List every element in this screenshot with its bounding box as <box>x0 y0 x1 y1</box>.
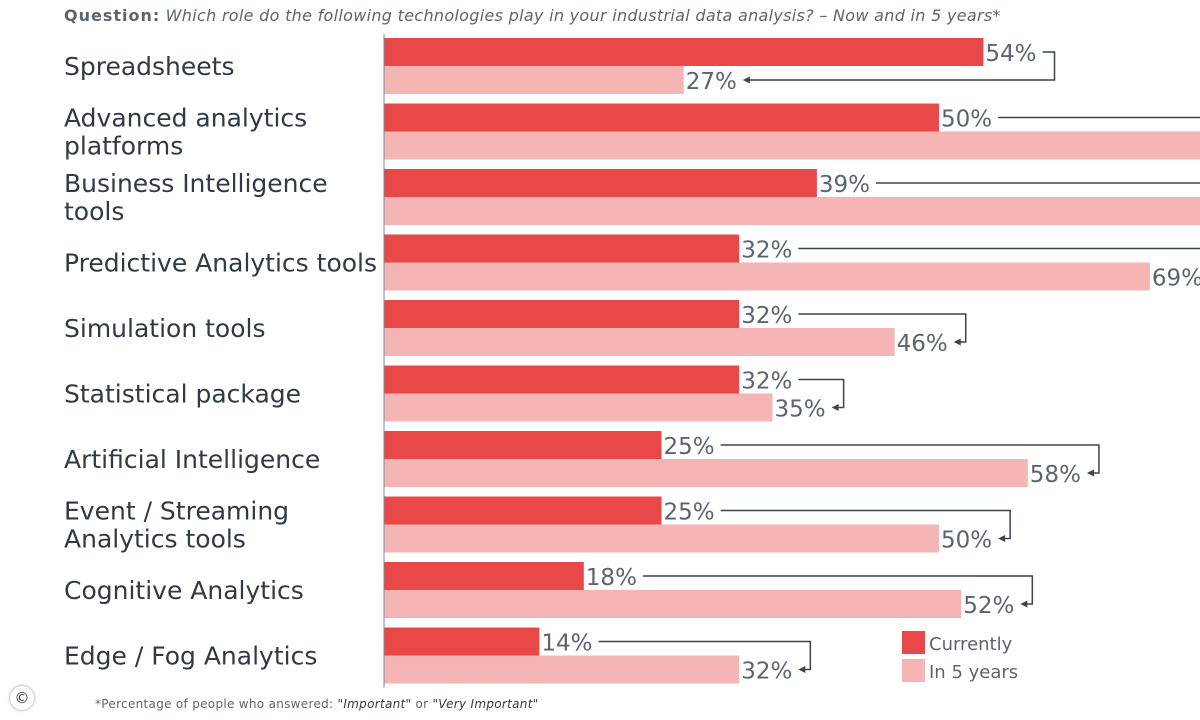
value-label-currently: 14% <box>541 631 592 657</box>
bar-in-5-years <box>384 131 1200 160</box>
bar-in-5-years <box>384 393 773 422</box>
bar-currently <box>384 169 817 197</box>
category-label-line: Statistical package <box>64 380 301 409</box>
connector-line <box>798 247 1200 250</box>
bar-currently <box>384 365 740 394</box>
value-label-in-5-years: 46% <box>897 331 948 357</box>
bar-in-5-years <box>384 262 1150 291</box>
category-label-line: Cognitive Analytics <box>64 576 304 605</box>
category-label-line: Analytics tools <box>64 525 246 554</box>
connector-line <box>642 575 1034 605</box>
question-line: Question: Which role do the following te… <box>64 6 1184 25</box>
category-label: Cognitive Analytics <box>64 576 304 605</box>
connector-arrowhead <box>998 535 1006 542</box>
category-label-line: Simulation tools <box>64 314 265 343</box>
connector-line <box>798 378 845 409</box>
bar-in-5-years <box>384 655 740 684</box>
category-label: Simulation tools <box>64 314 265 343</box>
bar-currently <box>384 103 939 132</box>
question-text: Which role do the following technologies… <box>165 6 1001 25</box>
value-label-in-5-years: 50% <box>941 528 992 554</box>
bar-currently <box>384 496 662 525</box>
footnote-joiner: or <box>411 697 433 711</box>
connector-arrowhead <box>953 338 961 346</box>
footnote: *Percentage of people who answered: "Imp… <box>95 697 539 711</box>
legend-label: In 5 years <box>929 662 1018 683</box>
connector-arrowhead <box>1086 469 1094 477</box>
bar-currently <box>384 300 740 328</box>
question-label: Question: <box>64 6 161 25</box>
connector-line <box>720 509 1011 540</box>
legend-label: Currently <box>929 634 1013 655</box>
bar-in-5-years <box>384 590 962 618</box>
bar-in-5-years <box>384 459 1028 487</box>
bar-in-5-years <box>384 524 939 553</box>
connector-arrowhead <box>831 404 839 411</box>
footnote-prefix: *Percentage of people who answered: <box>95 697 338 711</box>
copyright-icon: © <box>10 686 34 710</box>
bars <box>384 38 1200 684</box>
value-label-currently: 32% <box>741 369 792 395</box>
category-label: Predictive Analytics tools <box>64 249 377 278</box>
value-label-in-5-years: 69% <box>1152 266 1200 292</box>
category-label-line: Event / Streaming <box>64 497 289 526</box>
bar-in-5-years <box>384 66 684 94</box>
category-label-line: platforms <box>64 132 183 161</box>
bar-currently <box>384 431 662 459</box>
value-label-in-5-years: 52% <box>963 593 1014 619</box>
bar-currently <box>384 562 584 590</box>
bar-currently <box>384 38 984 66</box>
legend: Currently In 5 years <box>902 631 1018 683</box>
category-label: Artificial Intelligence <box>64 445 320 474</box>
category-label-line: Edge / Fog Analytics <box>64 642 317 671</box>
bar-currently <box>384 234 740 263</box>
category-label: Statistical package <box>64 380 301 409</box>
bar-in-5-years <box>384 328 895 356</box>
category-label: Event / Streaming Analytics tools <box>64 497 289 554</box>
value-labels: 54%27%50%79%39%77%32%69%32%46%32%35%25%5… <box>541 41 1200 685</box>
value-label-currently: 32% <box>741 238 792 264</box>
connector-arrowhead <box>1020 600 1028 608</box>
value-label-currently: 25% <box>664 434 715 460</box>
category-label-line: Predictive Analytics tools <box>64 249 377 278</box>
connector-line <box>720 444 1100 474</box>
connector-line <box>998 116 1200 119</box>
category-label-line: Artificial Intelligence <box>64 445 320 474</box>
value-label-in-5-years: 58% <box>1030 462 1081 488</box>
category-labels: Spreadsheets Advanced analytics platforms B… <box>64 52 377 671</box>
legend-swatch <box>902 659 925 682</box>
value-label-in-5-years: 32% <box>741 659 792 685</box>
value-label-currently: 39% <box>819 172 870 198</box>
connector-line <box>748 51 1056 81</box>
value-label-currently: 25% <box>664 500 715 526</box>
category-label: Business Intelligence tools <box>64 169 328 226</box>
legend-swatch <box>902 631 925 654</box>
connector-arrowhead <box>742 76 750 84</box>
connector-line <box>598 640 812 671</box>
value-label-currently: 18% <box>586 565 637 591</box>
category-label-line: Advanced analytics <box>64 104 307 133</box>
category-label-line: Business Intelligence <box>64 169 328 198</box>
connector-arrowhead <box>798 666 806 673</box>
category-label: Advanced analytics platforms <box>64 104 307 161</box>
bar-currently <box>384 627 540 656</box>
value-label-currently: 50% <box>941 107 992 133</box>
connector-line <box>798 313 967 343</box>
category-label: Spreadsheets <box>64 52 235 81</box>
category-label: Edge / Fog Analytics <box>64 642 317 671</box>
value-label-currently: 32% <box>741 303 792 329</box>
footnote-option-important: "Important" <box>337 697 412 711</box>
value-label-in-5-years: 35% <box>775 397 826 423</box>
value-label-currently: 54% <box>985 41 1036 67</box>
category-label-line: Spreadsheets <box>64 52 235 81</box>
bar-in-5-years <box>384 197 1200 225</box>
category-label-line: tools <box>64 197 124 226</box>
connector-line <box>876 182 1200 184</box>
value-label-in-5-years: 27% <box>686 69 737 95</box>
footnote-option-very-important: "Very Important" <box>432 697 539 711</box>
change-connectors <box>598 51 1200 673</box>
